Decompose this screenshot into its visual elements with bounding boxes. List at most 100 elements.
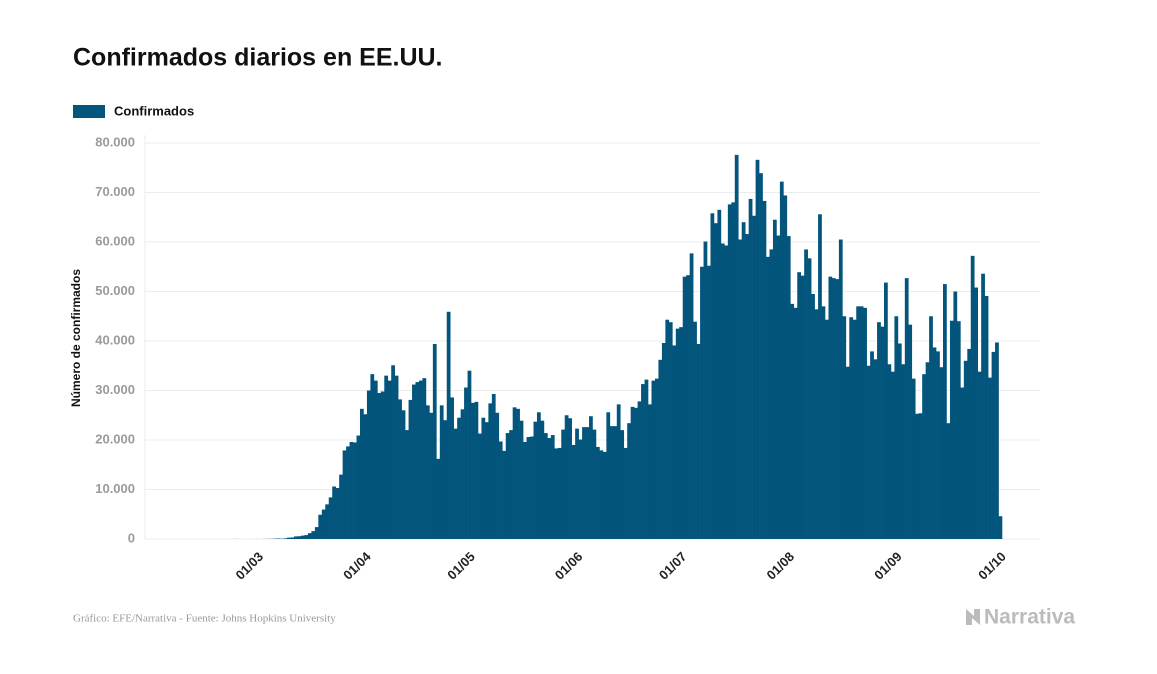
bar — [925, 362, 930, 539]
legend-label: Confirmados — [114, 103, 194, 118]
y-tick-label: 50.000 — [95, 283, 135, 298]
bar — [530, 436, 534, 539]
bar — [693, 321, 697, 539]
bar — [488, 403, 493, 539]
y-tick-label: 20.000 — [95, 431, 135, 446]
bar — [384, 375, 389, 539]
bar — [460, 409, 465, 539]
bar — [321, 509, 326, 539]
bar — [766, 256, 770, 539]
bar — [498, 441, 503, 539]
bar — [946, 423, 951, 539]
bar — [661, 342, 666, 539]
bar — [484, 422, 489, 539]
bar — [457, 417, 461, 539]
bar — [443, 420, 448, 539]
bar — [890, 371, 895, 539]
bar — [373, 380, 378, 539]
chart-title: Confirmados diarios en EE.UU. — [73, 44, 443, 72]
bar — [318, 514, 323, 539]
bar — [995, 342, 999, 539]
bar — [748, 198, 753, 539]
bar — [797, 272, 802, 539]
bar — [592, 429, 597, 539]
bar — [641, 384, 645, 539]
bar — [915, 413, 920, 539]
logo: Narrativa — [984, 606, 1075, 629]
bar — [554, 448, 559, 539]
legend-swatch — [73, 105, 105, 118]
bar — [356, 435, 361, 539]
bar — [679, 327, 684, 539]
bar — [880, 326, 885, 539]
bar — [648, 404, 652, 539]
bar — [401, 410, 406, 539]
bar — [526, 437, 531, 539]
bar — [658, 359, 663, 539]
bar — [366, 390, 371, 539]
y-tick-label: 0 — [128, 530, 135, 545]
x-tick-label: 01/04 — [340, 548, 374, 582]
bar — [717, 209, 722, 539]
bar — [665, 319, 670, 539]
bar — [474, 401, 479, 539]
bar — [349, 441, 354, 539]
bar — [936, 351, 940, 539]
y-tick-label: 70.000 — [95, 184, 135, 199]
bar — [294, 536, 298, 539]
x-tick-label: 01/03 — [233, 549, 267, 583]
bar — [613, 426, 618, 539]
bar — [328, 497, 333, 539]
bar — [786, 236, 791, 539]
bar — [998, 516, 1003, 539]
bar — [602, 451, 607, 539]
bar — [859, 306, 864, 539]
bar — [634, 407, 638, 539]
bar — [564, 415, 569, 539]
bar — [491, 393, 496, 539]
y-tick-label: 40.000 — [95, 332, 135, 347]
bar — [967, 348, 972, 539]
bar — [471, 402, 475, 539]
bar — [585, 427, 590, 539]
bar — [353, 442, 357, 539]
x-tick-label: 01/07 — [656, 549, 690, 583]
bar — [516, 408, 520, 539]
bar — [759, 173, 763, 539]
bar — [713, 223, 718, 539]
bar — [949, 320, 954, 539]
bar — [276, 538, 281, 539]
bar — [963, 360, 968, 539]
bar — [877, 322, 881, 539]
bar — [450, 397, 454, 539]
bar — [953, 291, 958, 539]
bar — [637, 401, 642, 539]
bar — [887, 364, 892, 539]
bar — [790, 303, 795, 539]
bar — [818, 214, 822, 539]
bar — [300, 535, 305, 539]
bar — [849, 317, 854, 539]
bar — [415, 382, 420, 539]
bar — [776, 235, 781, 539]
bar — [943, 284, 947, 539]
y-tick-label: 30.000 — [95, 382, 135, 397]
bar — [477, 433, 482, 539]
bar — [425, 405, 430, 539]
bar — [724, 245, 729, 539]
bar — [536, 412, 541, 539]
bar — [745, 234, 749, 539]
bar — [811, 293, 815, 539]
bar — [575, 428, 579, 539]
bar — [793, 307, 798, 539]
bar — [703, 241, 708, 539]
bar — [543, 433, 548, 539]
bar — [290, 537, 295, 539]
bar — [731, 202, 736, 539]
bar — [436, 458, 441, 539]
bar — [932, 347, 937, 539]
bar — [547, 438, 552, 539]
bar — [668, 322, 673, 539]
